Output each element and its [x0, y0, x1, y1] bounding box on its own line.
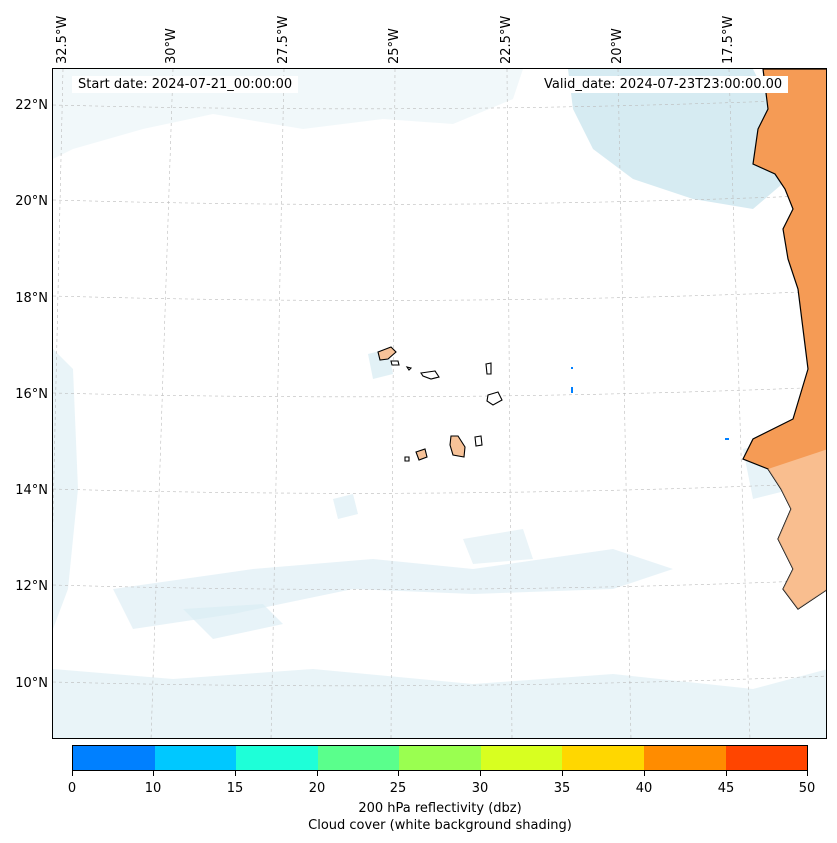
colorbar-tick: [726, 771, 727, 776]
mainland-africa-shade: [768, 449, 826, 609]
lon-label-27-5w: 27.5°W: [276, 15, 291, 64]
island-sao-vicente: [390, 360, 400, 366]
lat-label-20n: 20°N: [15, 194, 48, 209]
colorbar-swatch: [480, 746, 563, 770]
island-boa-vista: [486, 391, 503, 406]
cloud-streak-1: [183, 604, 283, 639]
colorbar-tick: [807, 771, 808, 776]
island-santo-antao: [377, 346, 397, 361]
lon-label-30w: 30°W: [164, 28, 179, 64]
colorbar-tick: [235, 771, 236, 776]
colorbar-swatch: [643, 746, 726, 770]
cloud-patch-west: [53, 349, 78, 629]
island-santiago: [449, 435, 466, 458]
colorbar-swatch: [236, 746, 318, 770]
reflectivity-speck-1: [571, 367, 573, 369]
colorbar-tick-label: 20: [308, 781, 326, 796]
island-maio: [474, 435, 483, 447]
colorbar-tick: [72, 771, 73, 776]
colorbar-swatch: [399, 746, 481, 770]
colorbar-swatch: [725, 746, 808, 770]
colorbar-tick: [644, 771, 645, 776]
valid-date-label: Valid_date: 2024-07-23T23:00:00.00: [538, 76, 789, 93]
cloud-band-southwest: [113, 549, 673, 629]
colorbar: [72, 745, 808, 771]
lat-label-22n: 22°N: [15, 98, 48, 113]
colorbar-tick-label: 30: [471, 781, 489, 796]
colorbar-tick-label: 40: [635, 781, 653, 796]
start-date-label: Start date: 2024-07-21_00:00:00: [72, 76, 299, 93]
island-fogo: [415, 448, 428, 461]
cloud-patch-south: [53, 669, 826, 738]
reflectivity-speck-2: [571, 387, 573, 393]
colorbar-tick-label: 25: [389, 781, 407, 796]
lat-label-14n: 14°N: [15, 483, 48, 498]
lon-label-22-5w: 22.5°W: [499, 15, 514, 64]
colorbar-tick-label: 15: [226, 781, 244, 796]
lat-label-10n: 10°N: [15, 676, 48, 691]
lon-label-25w: 25°W: [387, 28, 402, 64]
island-santa-luzia: [405, 366, 413, 371]
cape-verde-islands: [377, 346, 503, 462]
colorbar-tick: [153, 771, 154, 776]
colorbar-tick-label: 10: [144, 781, 162, 796]
reflectivity-speck-3: [725, 438, 729, 440]
colorbar-subtitle: Cloud cover (white background shading): [308, 818, 572, 833]
lat-label-12n: 12°N: [15, 579, 48, 594]
colorbar-tick: [562, 771, 563, 776]
lon-label-20w: 20°W: [610, 28, 625, 64]
graticule: [53, 69, 826, 738]
colorbar-swatch: [73, 746, 155, 770]
colorbar-tick: [317, 771, 318, 776]
colorbar-swatch: [317, 746, 400, 770]
island-sao-nicolau: [420, 370, 440, 380]
map-panel[interactable]: [52, 68, 827, 739]
island-brava: [404, 456, 410, 462]
cloud-streak-3: [463, 529, 533, 564]
colorbar-tick-label: 35: [553, 781, 571, 796]
colorbar-swatch: [154, 746, 237, 770]
cloud-streak-2: [333, 494, 358, 519]
colorbar-tick-label: 45: [717, 781, 735, 796]
colorbar-title: 200 hPa reflectivity (dbz): [358, 801, 522, 816]
map-canvas: [53, 69, 826, 738]
colorbar-tick-label: 50: [798, 781, 816, 796]
colorbar-tick-label: 0: [67, 781, 77, 796]
lat-label-18n: 18°N: [15, 291, 48, 306]
colorbar-tick: [398, 771, 399, 776]
island-sal: [485, 362, 492, 375]
cloud-cover-layer: [53, 69, 826, 738]
lon-label-32-5w: 32.5°W: [55, 15, 70, 64]
lon-label-17-5w: 17.5°W: [721, 15, 736, 64]
colorbar-swatch: [562, 746, 644, 770]
cloud-patch-northeast: [568, 69, 788, 209]
colorbar-tick: [480, 771, 481, 776]
lat-label-16n: 16°N: [15, 387, 48, 402]
